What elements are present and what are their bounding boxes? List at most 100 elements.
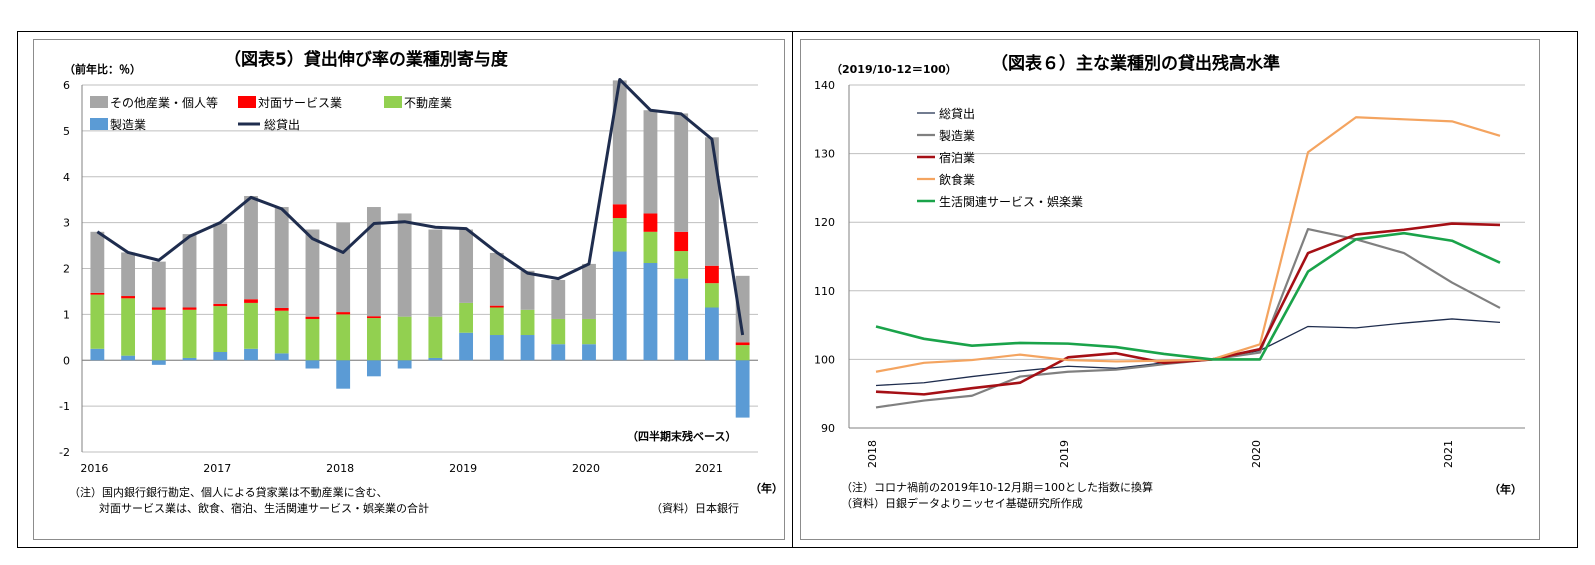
chart5-bar-segment (244, 299, 258, 303)
chart6-svg: （図表６）主な業種別の貸出残高水準 （2019/10-12＝100） （年） （… (814, 53, 1525, 510)
chart5-bar-segment (612, 251, 627, 361)
chart5-bar-segment (244, 196, 258, 300)
chart5-legend-swatch (90, 118, 108, 130)
chart5-x-tick-label: 2021 (695, 462, 723, 475)
chart5-bar-segment (274, 310, 289, 354)
chart5-bar-segment (213, 303, 228, 307)
chart5-svg: （図表5）貸出伸び率の業種別寄与度 （前年比：％） （年） （四半期末残ベース）… (59, 49, 783, 515)
chart5-bar-segment (459, 332, 474, 361)
chart5-bar-segment (121, 298, 136, 356)
chart5-bar-segment (489, 307, 504, 336)
chart5-bar-segment (182, 307, 197, 310)
chart-panel-loan-balance-level: （図表６）主な業種別の貸出残高水準 （2019/10-12＝100） （年） （… (800, 39, 1540, 540)
chart5-bar-segment (305, 360, 320, 369)
chart5-bar-segment (551, 318, 566, 345)
chart5-bar-segment (735, 345, 750, 361)
chart5-bar-segment (428, 316, 443, 358)
chart5-bar-segment (582, 344, 596, 361)
chart6-title: （図表６）主な業種別の貸出残高水準 (991, 53, 1280, 74)
chart6-y-tick-label: 90 (821, 422, 835, 435)
chart6-y-tick-label: 110 (814, 285, 835, 298)
chart5-x-tick-label: 2020 (572, 462, 600, 475)
chart6-legend-label: 宿泊業 (939, 150, 975, 165)
chart5-bar-segment (274, 207, 289, 308)
chart5-bar-segment (643, 231, 658, 263)
chart5-source: （資料）日本銀行 (651, 501, 739, 515)
chart6-series-line (875, 231, 1501, 361)
chart5-bar-segment (459, 302, 474, 333)
chart5-bar-segment (582, 318, 596, 345)
panel-divider (792, 31, 793, 548)
chart5-bar-segment (244, 348, 258, 361)
chart-panel-loan-growth-contribution: （図表5）貸出伸び率の業種別寄与度 （前年比：％） （年） （四半期末残ベース）… (33, 39, 785, 540)
chart5-bar-segment (735, 342, 750, 346)
chart5-bar-segment (366, 316, 381, 319)
chart5-legend-label: 不動産業 (404, 95, 452, 110)
chart5-bar-segment (428, 357, 443, 361)
chart5-bar-segment (582, 263, 596, 319)
chart5-legend-label: 製造業 (110, 118, 146, 132)
chart5-bar-segment (735, 360, 750, 418)
chart5-bar-segment (459, 229, 474, 303)
chart5-y-tick-label: -2 (59, 446, 70, 459)
chart5-bar-segment (366, 360, 381, 377)
chart6-legend-label: 製造業 (939, 129, 975, 143)
chart6-x-tick-label: 2020 (1250, 440, 1263, 468)
chart5-bar-segment (674, 278, 689, 361)
chart5-bar-segment (182, 357, 197, 361)
chart5-bar-segment (305, 229, 320, 317)
chart5-bar-segment (151, 360, 166, 365)
chart5-bar-segment (336, 222, 351, 313)
chart5-legend-swatch (238, 96, 256, 108)
chart6-legend-label: 生活関連サービス・娯楽業 (939, 195, 1083, 209)
chart5-y-tick-label: 5 (63, 125, 70, 138)
chart6-series-line (875, 116, 1501, 373)
chart5-bar-segment (182, 234, 197, 308)
chart6-x-tick-label: 2021 (1442, 440, 1455, 468)
chart5-bar-segment (336, 314, 351, 361)
chart5-unit-label: （前年比：％） (64, 62, 141, 76)
chart5-bar-segment (643, 110, 658, 214)
chart6-y-tick-label: 140 (814, 79, 835, 92)
chart5-note-line1: （注）国内銀行銀行勘定、個人による貸家業は不動産業に含む、 (69, 485, 388, 499)
chart5-bar-segment (397, 316, 412, 361)
chart5-x-tick-label: 2019 (449, 462, 477, 475)
chart5-bar-segment (397, 360, 412, 369)
chart5-y-tick-label: 2 (63, 263, 70, 276)
chart5-bar-segment (643, 213, 658, 232)
chart5-bar-segment (397, 213, 412, 317)
chart6-x-tick-label: 2018 (866, 440, 879, 468)
chart5-bar-segment (244, 302, 258, 349)
chart5-bar-segment (121, 252, 136, 297)
chart5-bar-segment (305, 316, 320, 319)
chart5-bar-segment (551, 344, 566, 361)
chart5-x-unit: （年） (750, 481, 783, 495)
chart5-bar-segment (674, 251, 689, 279)
chart5-annotation: （四半期末残ベース） (627, 429, 736, 443)
chart5-y-tick-label: 6 (63, 79, 70, 92)
chart5-bar-segment (704, 137, 719, 266)
chart5-y-tick-label: -1 (59, 400, 70, 413)
chart5-bar-segment (90, 348, 105, 361)
chart5-bar-segment (704, 307, 719, 361)
figure-frame (17, 31, 1578, 548)
chart5-bar-segment (151, 307, 166, 310)
chart6-x-unit: （年） (1489, 482, 1522, 496)
chart6-legend-label: 総貸出 (939, 106, 975, 121)
chart6-x-tick-label: 2019 (1058, 440, 1071, 468)
chart5-bar-segment (213, 223, 228, 304)
chart6-unit-label: （2019/10-12＝100） (831, 63, 957, 76)
chart5-bar-segment (612, 204, 627, 219)
chart5-legend-swatch (384, 96, 402, 108)
chart5-bar-segment (90, 292, 105, 295)
chart5-y-tick-label: 0 (63, 354, 70, 367)
chart5-bar-segment (612, 218, 627, 252)
chart5-legend-label: 総貸出 (264, 117, 300, 132)
chart5-x-tick-label: 2017 (203, 462, 231, 475)
chart5-bar-segment (674, 113, 689, 232)
chart5-note-line2: 対面サービス業は、飲食、宿泊、生活関連サービス・娯楽業の合計 (99, 501, 429, 515)
chart5-title: （図表5）貸出伸び率の業種別寄与度 (224, 49, 509, 70)
chart5-bar-segment (90, 294, 105, 349)
chart5-bar-segment (612, 80, 627, 205)
chart5-bar-segment (274, 307, 289, 311)
